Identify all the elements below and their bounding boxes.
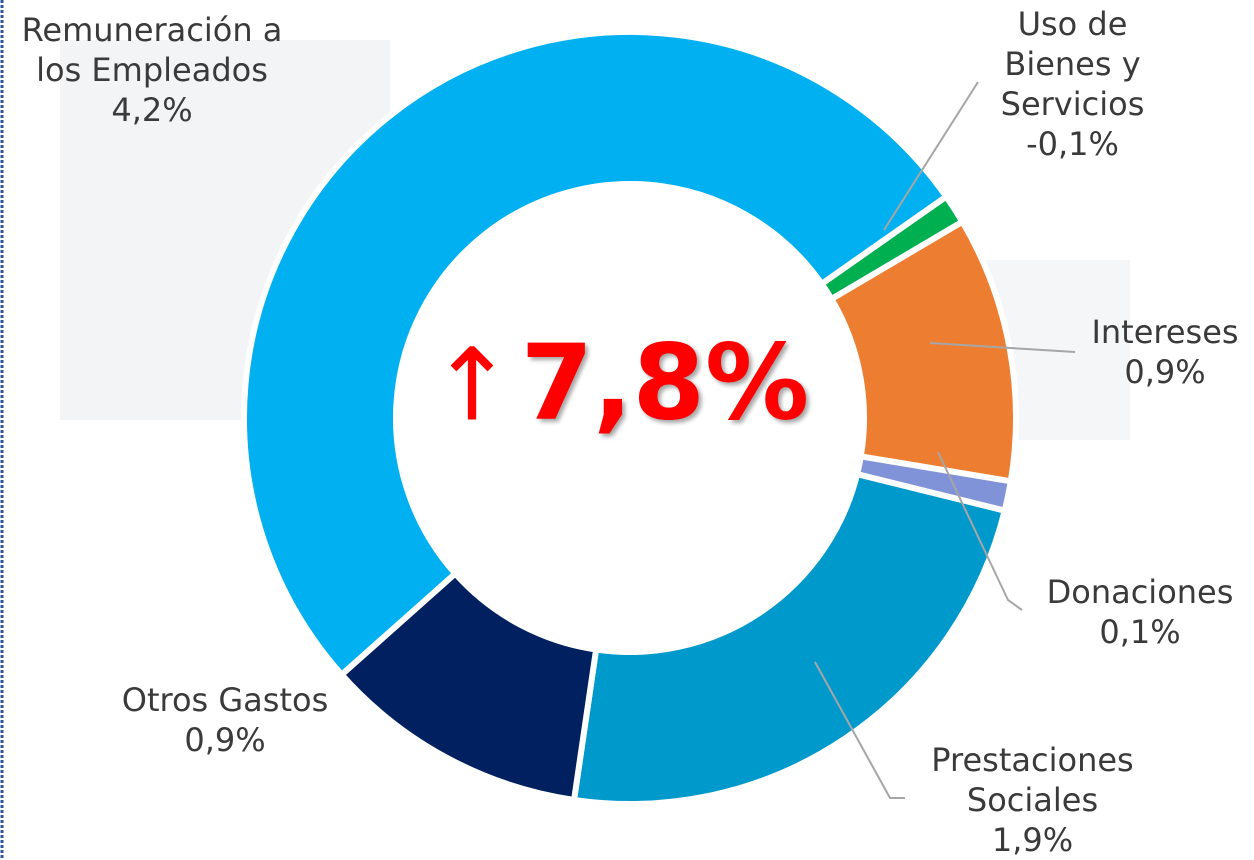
slice-label: Uso de Bienes y Servicios-0,1% (975, 4, 1170, 164)
label-value: -0,1% (975, 124, 1170, 164)
label-name: Otros Gastos (95, 680, 355, 720)
label-value: 1,9% (905, 820, 1160, 860)
label-value: 0,9% (95, 720, 355, 760)
page: ↑ 7,8% Uso de Bienes y Servicios-0,1% In… (0, 0, 1254, 859)
label-name: Donaciones (1025, 572, 1254, 612)
label-value: 0,1% (1025, 612, 1254, 652)
label-value: 0,9% (1075, 352, 1254, 392)
label-name: Prestaciones Sociales (905, 740, 1160, 820)
center-value: 7,8% (521, 321, 809, 443)
label-value: 4,2% (12, 90, 292, 130)
label-name: Intereses (1075, 312, 1254, 352)
label-name: Remuneración a los Empleados (12, 10, 292, 90)
label-name: Uso de Bienes y Servicios (975, 4, 1170, 124)
center-arrow: ↑ (430, 326, 514, 443)
